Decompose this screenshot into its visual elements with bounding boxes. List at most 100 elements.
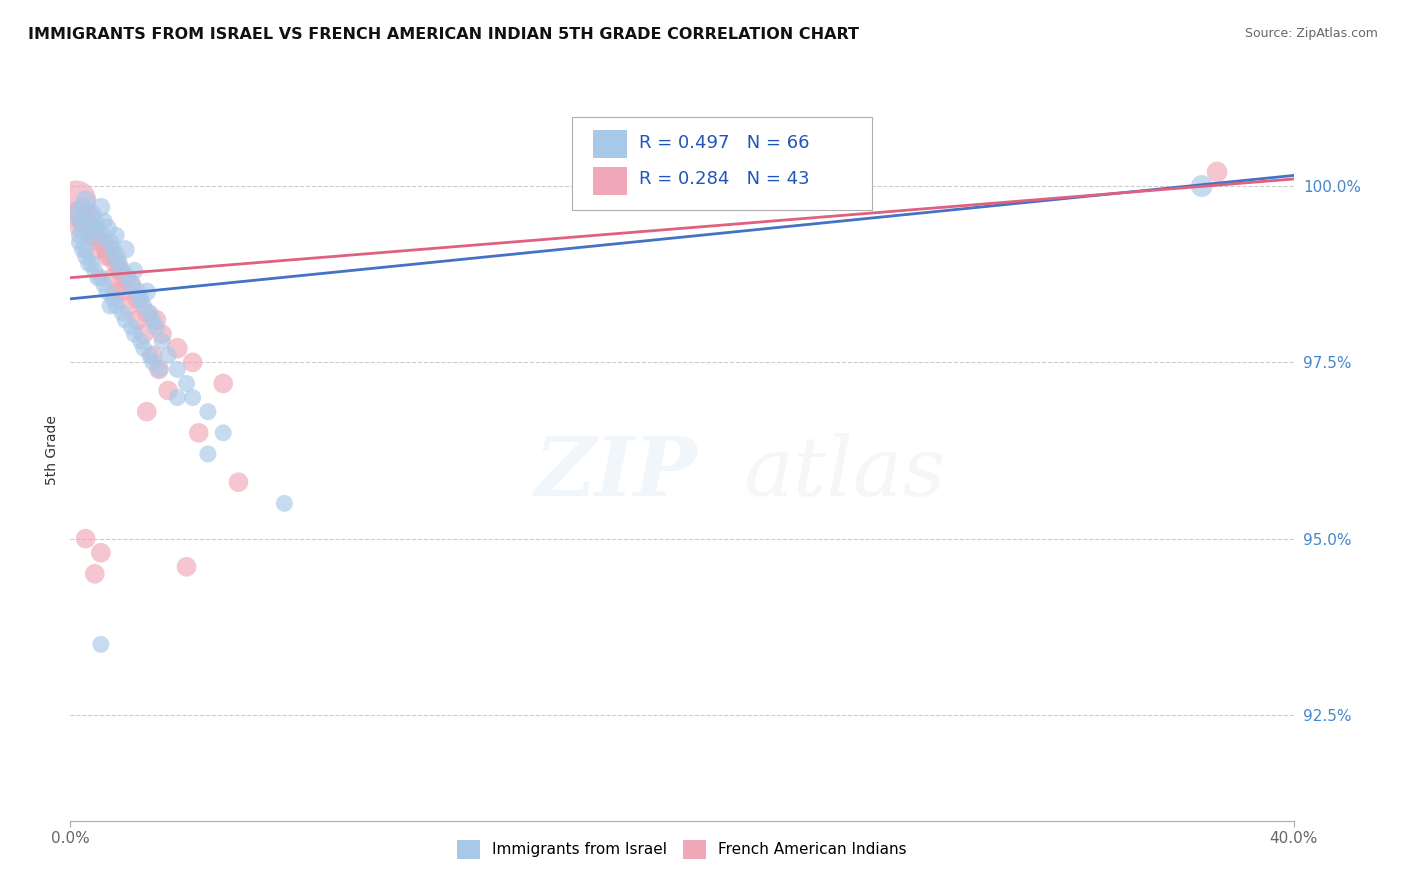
Point bbox=[75, 243, 97, 257]
Bar bbox=[592, 130, 627, 158]
Point bbox=[197, 405, 219, 419]
Point bbox=[157, 348, 180, 362]
Point bbox=[69, 221, 91, 235]
Point bbox=[132, 341, 155, 355]
Point bbox=[114, 270, 136, 285]
Point bbox=[75, 250, 97, 264]
Point bbox=[166, 362, 188, 376]
Point bbox=[135, 405, 157, 419]
Point bbox=[83, 228, 105, 243]
Point bbox=[1206, 165, 1229, 179]
Point bbox=[121, 277, 143, 292]
Point bbox=[228, 475, 250, 490]
Point bbox=[121, 277, 143, 292]
Point bbox=[90, 235, 112, 250]
Point bbox=[187, 425, 209, 440]
Point bbox=[150, 327, 173, 342]
Point bbox=[96, 285, 118, 299]
Point bbox=[111, 263, 134, 277]
Point bbox=[176, 559, 198, 574]
Point bbox=[273, 496, 295, 510]
Point bbox=[101, 292, 124, 306]
Point bbox=[148, 362, 170, 376]
FancyBboxPatch shape bbox=[572, 118, 872, 210]
Point bbox=[83, 566, 105, 581]
Point bbox=[65, 193, 87, 207]
Point bbox=[1191, 179, 1213, 194]
Point bbox=[166, 341, 188, 355]
Point bbox=[114, 243, 136, 257]
Point bbox=[77, 228, 100, 243]
Point bbox=[72, 214, 94, 228]
Point bbox=[166, 391, 188, 405]
Point bbox=[142, 348, 165, 362]
Point bbox=[129, 334, 152, 348]
Point bbox=[72, 200, 94, 214]
Point bbox=[117, 299, 139, 313]
Point bbox=[93, 214, 115, 228]
Point bbox=[90, 270, 112, 285]
Point bbox=[90, 546, 112, 560]
Point bbox=[87, 221, 110, 235]
Point bbox=[77, 257, 100, 271]
Text: R = 0.497   N = 66: R = 0.497 N = 66 bbox=[640, 134, 810, 153]
Point bbox=[145, 320, 167, 334]
Point bbox=[142, 355, 165, 369]
Point bbox=[181, 355, 204, 369]
Point bbox=[127, 292, 149, 306]
Point bbox=[176, 376, 198, 391]
Point bbox=[111, 285, 134, 299]
Point bbox=[90, 637, 112, 651]
Point bbox=[98, 299, 121, 313]
Point bbox=[111, 306, 134, 320]
Point bbox=[96, 221, 118, 235]
Point bbox=[197, 447, 219, 461]
Text: R = 0.284   N = 43: R = 0.284 N = 43 bbox=[640, 169, 810, 187]
Point bbox=[135, 285, 157, 299]
Point bbox=[93, 235, 115, 250]
Point bbox=[127, 313, 149, 327]
Point bbox=[117, 270, 139, 285]
Point bbox=[148, 362, 170, 376]
Point bbox=[80, 221, 103, 235]
Point bbox=[90, 228, 112, 243]
Point bbox=[142, 313, 165, 327]
Point bbox=[75, 221, 97, 235]
Text: IMMIGRANTS FROM ISRAEL VS FRENCH AMERICAN INDIAN 5TH GRADE CORRELATION CHART: IMMIGRANTS FROM ISRAEL VS FRENCH AMERICA… bbox=[28, 27, 859, 42]
Point bbox=[80, 228, 103, 243]
Legend: Immigrants from Israel, French American Indians: Immigrants from Israel, French American … bbox=[451, 834, 912, 865]
Point bbox=[157, 384, 180, 398]
Point bbox=[87, 270, 110, 285]
Point bbox=[124, 327, 146, 342]
Point bbox=[132, 327, 155, 342]
Point bbox=[98, 250, 121, 264]
Point bbox=[121, 320, 143, 334]
Point bbox=[75, 532, 97, 546]
Point bbox=[181, 391, 204, 405]
Point bbox=[105, 250, 128, 264]
Text: atlas: atlas bbox=[744, 433, 945, 513]
Point bbox=[145, 313, 167, 327]
Text: Source: ZipAtlas.com: Source: ZipAtlas.com bbox=[1244, 27, 1378, 40]
Point bbox=[75, 214, 97, 228]
Point bbox=[77, 207, 100, 221]
Point bbox=[212, 376, 235, 391]
Point bbox=[69, 228, 91, 243]
Bar bbox=[592, 167, 627, 195]
Point bbox=[150, 334, 173, 348]
Point bbox=[108, 263, 131, 277]
Point bbox=[80, 207, 103, 221]
Point bbox=[69, 235, 91, 250]
Point bbox=[93, 277, 115, 292]
Point bbox=[114, 313, 136, 327]
Point bbox=[105, 285, 128, 299]
Point bbox=[132, 299, 155, 313]
Point bbox=[96, 243, 118, 257]
Y-axis label: 5th Grade: 5th Grade bbox=[45, 416, 59, 485]
Point bbox=[127, 285, 149, 299]
Point bbox=[105, 299, 128, 313]
Point bbox=[108, 257, 131, 271]
Text: ZIP: ZIP bbox=[536, 433, 697, 513]
Point bbox=[83, 214, 105, 228]
Point bbox=[80, 257, 103, 271]
